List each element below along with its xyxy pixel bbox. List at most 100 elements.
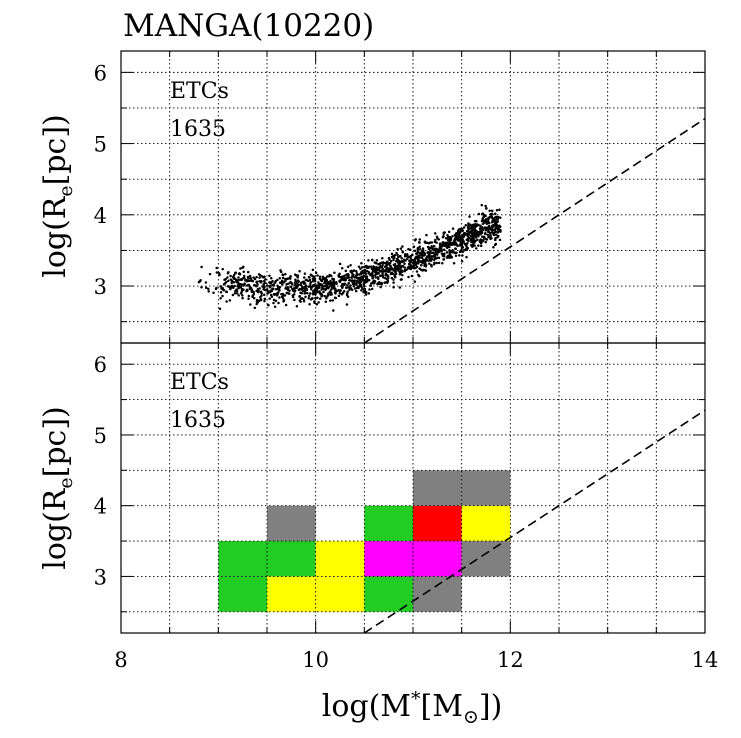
scatter-point [251,279,254,283]
scatter-point [447,230,451,234]
scatter-point [477,212,481,216]
scatter-point [307,297,311,300]
scatter-point [331,299,335,302]
scatter-point [247,297,250,301]
heatmap-cell [267,505,316,542]
scatter-point [262,280,266,283]
scatter-point [252,296,256,300]
scatter-point [378,281,381,284]
scatter-point [345,303,349,306]
scatter-point [451,248,454,252]
scatter-point [258,287,261,290]
scatter-point [333,296,337,299]
scatter-point [496,230,500,234]
scatter-point [278,277,282,280]
y-tick-label: 5 [94,424,107,448]
scatter-point [248,285,251,288]
scatter-point [485,238,489,241]
scatter-point [357,265,361,269]
scatter-point [390,252,394,256]
scatter-point [316,296,319,300]
scatter-point [450,255,453,259]
scatter-point [312,289,315,293]
scatter-point [489,215,492,219]
scatter-point [371,267,374,271]
scatter-point [372,281,375,285]
scatter-point [329,299,332,302]
scatter-point [262,287,265,291]
scatter-point [413,262,417,266]
heatmap-cell [413,576,462,612]
scatter-point [348,286,352,290]
scatter-point [490,212,494,216]
scatter-point [418,259,421,263]
scatter-point [350,279,354,282]
scatter-point [416,250,420,253]
scatter-point [459,240,462,243]
scatter-point [282,298,286,302]
scatter-point [369,284,372,287]
scatter-point [421,249,425,252]
scatter-point [296,284,300,287]
scatter-point [242,270,245,274]
scatter-point [481,222,485,225]
scatter-point [443,231,446,234]
scatter-point [284,277,287,281]
scatter-point [246,275,250,279]
scatter-point [471,245,474,248]
scatter-point [332,309,335,312]
scatter-point [361,276,365,280]
scatter-point [392,258,395,262]
scatter-point [302,300,306,303]
top-y-axis-label: log(Re[pc]) [38,114,77,278]
scatter-point [354,289,358,293]
scatter-point [371,270,375,273]
scatter-point [422,259,425,263]
scatter-point [307,275,311,279]
scatter-point [486,220,490,223]
scatter-point [252,292,256,296]
scatter-point [234,288,238,292]
scatter-point [350,276,354,279]
scatter-point [424,263,428,267]
scatter-point [397,263,401,267]
scatter-point [229,287,232,291]
scatter-point [400,257,403,260]
scatter-point [453,237,457,241]
scatter-point [353,276,356,279]
scatter-point [232,276,236,279]
scatter-point [358,273,361,276]
scatter-point [342,289,346,293]
scatter-point [468,215,471,218]
scatter-point [445,244,448,248]
scatter-point [458,244,462,247]
scatter-point [442,235,445,238]
scatter-point [396,253,399,257]
scatter-point [352,284,356,288]
scatter-point [494,215,498,219]
scatter-point [221,267,224,271]
scatter-point [384,281,387,284]
y-tick-label: 6 [94,61,107,85]
scatter-point [479,239,483,242]
scatter-point [433,251,437,255]
scatter-point [435,247,438,251]
scatter-point [299,283,303,287]
scatter-point [435,241,438,244]
scatter-point [231,285,234,288]
scatter-point [461,250,464,254]
scatter-point [292,293,296,296]
scatter-point [207,287,210,291]
heatmap-cell [218,541,267,577]
scatter-point [403,262,406,265]
scatter-point [448,239,451,242]
scatter-point [460,248,463,251]
scatter-point [259,290,263,293]
scatter-point [415,255,418,258]
scatter-point [309,298,313,301]
y-tick-label: 3 [94,275,107,299]
scatter-point [277,301,280,305]
scatter-point [300,292,303,295]
scatter-point [398,286,402,289]
scatter-point [305,287,309,291]
